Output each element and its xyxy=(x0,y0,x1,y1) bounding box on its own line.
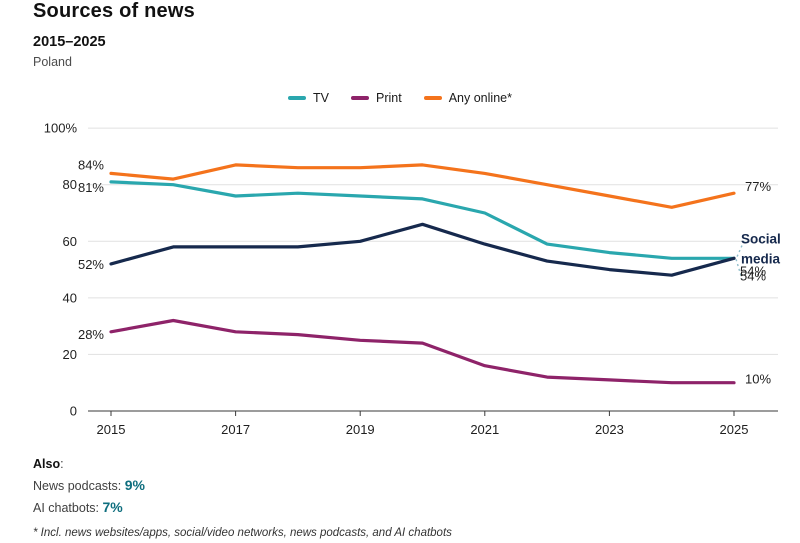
legend-item-tv: TV xyxy=(288,91,329,105)
y-axis-label-0: 0 xyxy=(70,404,77,419)
stat-news-podcasts-label: News podcasts: xyxy=(33,479,125,493)
y-axis-label-100: 100% xyxy=(44,121,78,136)
start-label-any-online: 84% xyxy=(78,157,104,172)
subtitle-years: 2015–2025 xyxy=(33,34,106,50)
stat-ai-chatbots-label: AI chatbots: xyxy=(33,501,103,515)
end-label-print: 10% xyxy=(745,372,771,387)
series-name-label-social-media-line2: media xyxy=(741,251,781,266)
social-media-leader-line xyxy=(735,240,745,280)
legend-swatch-any-online xyxy=(423,96,442,100)
stat-news-podcasts-value: 9% xyxy=(124,477,145,493)
stat-ai-chatbots: AI chatbots: 7% xyxy=(33,497,145,519)
y-axis-label-20: 20 xyxy=(63,347,77,362)
also-block: Also: News podcasts: 9% AI chatbots: 7% xyxy=(33,454,145,519)
footnote: * Incl. news websites/apps, social/video… xyxy=(33,527,452,539)
y-axis-label-40: 40 xyxy=(63,290,77,305)
x-axis-label-2017: 2017 xyxy=(221,422,250,437)
stat-ai-chatbots-value: 7% xyxy=(102,499,123,515)
x-axis-label-2015: 2015 xyxy=(97,422,126,437)
y-axis-label-80: 80 xyxy=(63,177,77,192)
legend-item-any-online: Any online* xyxy=(423,91,512,105)
legend-item-print: Print xyxy=(351,91,402,105)
also-heading: Also: xyxy=(33,457,64,471)
y-axis-label-60: 60 xyxy=(63,234,77,249)
legend-swatch-tv xyxy=(288,96,307,100)
end-label-tv: 54% xyxy=(740,263,766,278)
legend-label-any-online: Any online* xyxy=(448,91,512,105)
x-axis-label-2025: 2025 xyxy=(720,422,749,437)
x-axis-label-2021: 2021 xyxy=(470,422,499,437)
line-chart-svg: 0 20 40 60 80 100% 2015 2017 2019 2021 2023 2025 84%… xyxy=(44,121,781,437)
x-axis-label-2019: 2019 xyxy=(346,422,375,437)
x-axis-label-2023: 2023 xyxy=(595,422,624,437)
legend-swatch-print xyxy=(351,96,370,100)
series-name-label-social-media-line1: Social xyxy=(741,231,781,246)
series-line-any-online xyxy=(109,163,736,209)
legend-label-tv: TV xyxy=(313,91,330,105)
start-label-social-media: 52% xyxy=(78,257,104,272)
series-line-print xyxy=(109,318,736,385)
legend-label-print: Print xyxy=(376,91,402,105)
series-line-tv xyxy=(109,180,736,260)
chart-area: 0 20 40 60 80 100% 2015 2017 2019 2021 2023 2025 84%… xyxy=(0,108,800,456)
stat-news-podcasts: News podcasts: 9% xyxy=(33,475,145,497)
start-label-print: 28% xyxy=(78,327,104,342)
page-title: Sources of news xyxy=(33,0,195,22)
start-label-tv: 81% xyxy=(78,180,104,195)
end-label-any-online: 77% xyxy=(745,179,771,194)
region-label: Poland xyxy=(33,55,72,69)
chart-legend: TV Print Any online* xyxy=(0,91,800,105)
end-label-social-media: 54% xyxy=(740,268,766,283)
series-line-social-media xyxy=(109,222,736,277)
